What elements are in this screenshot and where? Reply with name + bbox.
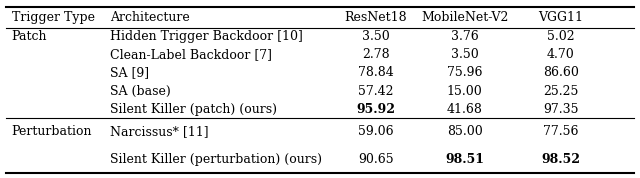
Text: 15.00: 15.00 (447, 85, 483, 98)
Text: 75.96: 75.96 (447, 66, 483, 80)
Text: 98.51: 98.51 (445, 153, 484, 166)
Text: 3.50: 3.50 (362, 30, 390, 43)
Text: Silent Killer (patch) (ours): Silent Killer (patch) (ours) (110, 103, 277, 116)
Text: 77.56: 77.56 (543, 125, 579, 138)
Text: 57.42: 57.42 (358, 85, 394, 98)
Text: Architecture: Architecture (110, 11, 190, 24)
Text: 41.68: 41.68 (447, 103, 483, 116)
Text: SA (base): SA (base) (110, 85, 171, 98)
Text: 85.00: 85.00 (447, 125, 483, 138)
Text: Narcissus* [11]: Narcissus* [11] (110, 125, 209, 138)
Text: Perturbation: Perturbation (12, 125, 92, 138)
Text: VGG11: VGG11 (538, 11, 583, 24)
Text: 3.76: 3.76 (451, 30, 479, 43)
Text: ResNet18: ResNet18 (344, 11, 407, 24)
Text: 4.70: 4.70 (547, 48, 575, 61)
Text: 97.35: 97.35 (543, 103, 579, 116)
Text: 86.60: 86.60 (543, 66, 579, 80)
Text: 2.78: 2.78 (362, 48, 390, 61)
Text: 95.92: 95.92 (356, 103, 395, 116)
Text: 98.52: 98.52 (541, 153, 580, 166)
Text: 90.65: 90.65 (358, 153, 394, 166)
Text: Silent Killer (perturbation) (ours): Silent Killer (perturbation) (ours) (110, 153, 322, 166)
Text: 78.84: 78.84 (358, 66, 394, 80)
Text: 5.02: 5.02 (547, 30, 575, 43)
Text: Patch: Patch (12, 30, 47, 43)
Text: Hidden Trigger Backdoor [10]: Hidden Trigger Backdoor [10] (110, 30, 303, 43)
Text: Clean-Label Backdoor [7]: Clean-Label Backdoor [7] (110, 48, 272, 61)
Text: 3.50: 3.50 (451, 48, 479, 61)
Text: Trigger Type: Trigger Type (12, 11, 95, 24)
Text: 25.25: 25.25 (543, 85, 579, 98)
Text: 59.06: 59.06 (358, 125, 394, 138)
Text: MobileNet-V2: MobileNet-V2 (421, 11, 508, 24)
Text: SA [9]: SA [9] (110, 66, 149, 80)
